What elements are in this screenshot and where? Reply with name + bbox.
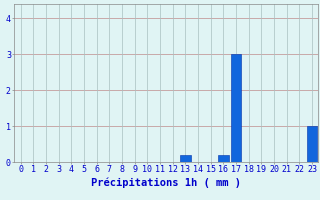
- Bar: [307, 126, 317, 162]
- Bar: [231, 54, 242, 162]
- X-axis label: Précipitations 1h ( mm ): Précipitations 1h ( mm ): [92, 177, 241, 188]
- Bar: [218, 155, 229, 162]
- Bar: [180, 155, 191, 162]
